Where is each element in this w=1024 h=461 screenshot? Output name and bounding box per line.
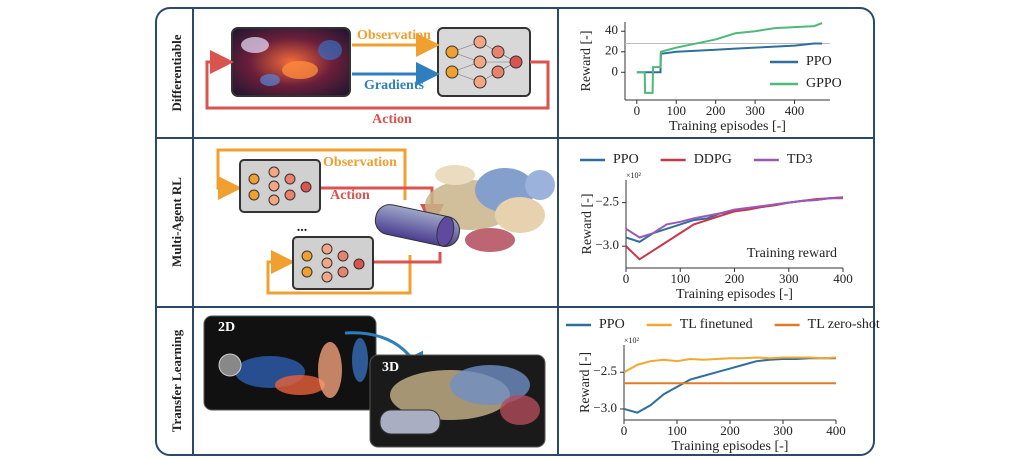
y-tick-label: −2.5 bbox=[595, 194, 619, 209]
series-line bbox=[623, 356, 837, 374]
x-axis-label: Training episodes [-] bbox=[669, 119, 786, 134]
x-tick-label: 400 bbox=[833, 271, 853, 286]
diagram-label: 3D bbox=[382, 360, 399, 375]
x-tick-label: 0 bbox=[634, 103, 641, 118]
y-axis-label: Reward [-] bbox=[578, 352, 593, 413]
annotation: Training reward bbox=[747, 246, 837, 261]
x-tick-label: 200 bbox=[706, 103, 726, 118]
series-line bbox=[625, 197, 843, 239]
y-tick-label: −2.5 bbox=[593, 363, 617, 378]
diagram-label: 2D bbox=[218, 320, 235, 335]
series-line bbox=[636, 22, 823, 94]
x-tick-label: 400 bbox=[826, 423, 846, 438]
series-line bbox=[623, 357, 836, 414]
y-tick-label: 20 bbox=[605, 43, 618, 58]
frame bbox=[155, 7, 875, 456]
legend-label: TL finetuned bbox=[680, 317, 753, 332]
y-tick-label: −3.0 bbox=[595, 237, 619, 252]
x-tick-label: 100 bbox=[671, 271, 691, 286]
diagram-label: Gradients bbox=[364, 78, 424, 93]
legend-label: DDPG bbox=[694, 152, 732, 167]
y-tick-label: −3.0 bbox=[593, 400, 617, 415]
legend-label: PPO bbox=[613, 152, 639, 167]
legend-label: PPO bbox=[599, 317, 625, 332]
x-axis-label: Training episodes [-] bbox=[672, 439, 789, 454]
x-tick-label: 0 bbox=[623, 271, 630, 286]
row-label: Differentiable bbox=[169, 34, 184, 111]
diagram-label: ... bbox=[297, 220, 308, 235]
legend-label: TD3 bbox=[787, 152, 813, 167]
x-tick-label: 300 bbox=[773, 423, 793, 438]
axis-multiplier: ×10² bbox=[624, 336, 640, 345]
diagram-label: Observation bbox=[357, 28, 431, 43]
x-tick-label: 0 bbox=[621, 423, 628, 438]
x-tick-label: 400 bbox=[785, 103, 805, 118]
transfer-diagram bbox=[203, 315, 546, 448]
multi-agent-diagram bbox=[216, 148, 555, 295]
y-tick-label: 0 bbox=[612, 63, 619, 78]
axis-multiplier: ×10² bbox=[626, 171, 642, 180]
legend-label: PPO bbox=[806, 54, 832, 69]
differentiable-diagram bbox=[205, 27, 550, 110]
x-tick-label: 100 bbox=[667, 423, 687, 438]
x-axis-label: Training episodes [-] bbox=[676, 287, 793, 302]
x-tick-label: 100 bbox=[667, 103, 687, 118]
y-axis-label: Reward [-] bbox=[579, 30, 594, 91]
row-label: Multi-Agent RL bbox=[169, 177, 184, 267]
series-line bbox=[636, 42, 823, 74]
diagram-label: Observation bbox=[323, 155, 397, 170]
x-tick-label: 200 bbox=[720, 423, 740, 438]
y-axis-label: Reward [-] bbox=[580, 193, 595, 254]
series-line bbox=[625, 196, 844, 243]
diagram-label: Action bbox=[330, 188, 370, 203]
row-label: Transfer Learning bbox=[169, 329, 184, 432]
legend-label: TL zero-shot bbox=[808, 317, 880, 332]
x-tick-label: 300 bbox=[745, 103, 765, 118]
x-tick-label: 200 bbox=[725, 271, 745, 286]
y-tick-label: 40 bbox=[605, 22, 618, 37]
legend-label: GPPO bbox=[806, 76, 842, 91]
diagram-label: Action bbox=[372, 112, 412, 127]
x-tick-label: 300 bbox=[779, 271, 799, 286]
